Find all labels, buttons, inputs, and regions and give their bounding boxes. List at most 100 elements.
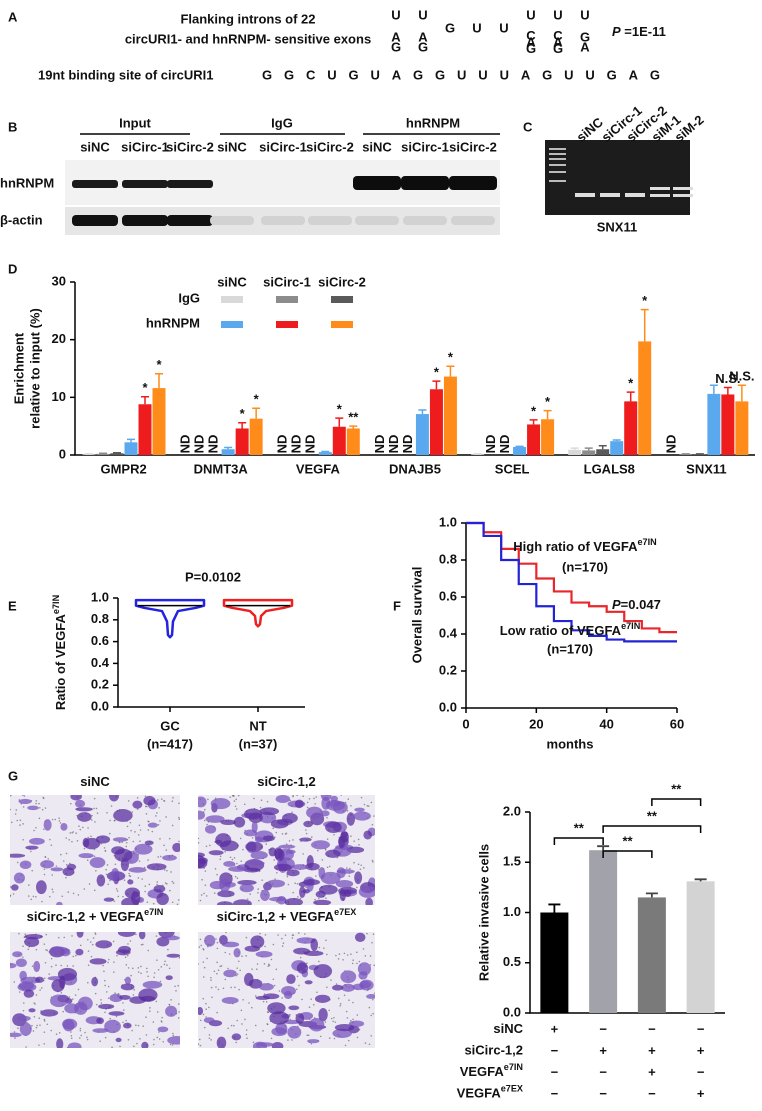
pore	[237, 795, 240, 797]
pore	[234, 986, 236, 989]
pore	[304, 933, 306, 935]
cell	[251, 820, 258, 834]
pore	[159, 820, 161, 822]
text-part: Ratio of VEGFA	[53, 613, 68, 710]
cell	[344, 889, 352, 898]
motif-letter: G	[418, 39, 428, 54]
pore	[239, 837, 242, 840]
pore	[325, 897, 327, 900]
pore	[214, 868, 217, 870]
pore	[93, 889, 96, 892]
pore	[100, 999, 102, 1001]
pore	[176, 903, 179, 905]
pore	[198, 842, 200, 844]
pore	[126, 825, 129, 828]
pore	[72, 965, 74, 967]
pore	[236, 1019, 239, 1022]
pore	[31, 1024, 33, 1027]
pore	[240, 1009, 243, 1012]
pore	[38, 1044, 40, 1046]
motif-letter: A	[526, 34, 536, 49]
pore	[147, 859, 149, 861]
legend-row: IgG	[178, 290, 200, 305]
pore	[330, 1017, 333, 1020]
pore	[198, 1043, 200, 1045]
pore	[348, 867, 351, 870]
pore	[87, 827, 89, 829]
pore	[163, 963, 166, 966]
cell	[18, 798, 32, 805]
pore	[58, 820, 61, 822]
pore	[55, 865, 58, 867]
pore	[157, 799, 159, 801]
row-label: hnRNPM	[0, 175, 54, 190]
motif-letter: A	[391, 29, 401, 44]
pore	[139, 1038, 141, 1040]
nd-label: ND	[483, 435, 498, 454]
pore	[219, 855, 222, 858]
significance: *	[628, 376, 634, 391]
pore	[294, 882, 297, 885]
pore	[115, 888, 118, 890]
pore	[75, 832, 77, 835]
bar	[596, 449, 610, 455]
cell	[89, 857, 106, 868]
pore	[72, 831, 75, 833]
pore	[51, 818, 54, 821]
pore	[202, 997, 205, 1000]
pore	[106, 864, 109, 866]
pore	[200, 894, 203, 896]
cell	[340, 970, 357, 984]
pore	[253, 797, 255, 800]
pore	[211, 996, 213, 999]
significance: **	[647, 808, 658, 823]
cell	[113, 809, 133, 822]
pore	[108, 832, 111, 835]
bracket	[602, 850, 653, 858]
cell	[270, 819, 289, 829]
pore	[370, 1034, 372, 1037]
pore	[317, 897, 320, 900]
bracket	[602, 825, 702, 833]
x-tick-label: 40	[599, 716, 613, 731]
pore	[292, 795, 294, 798]
cell	[143, 795, 156, 806]
error-bar	[113, 451, 121, 454]
pore	[352, 1001, 354, 1004]
cell	[131, 891, 141, 905]
cell	[233, 948, 241, 958]
pore	[23, 795, 26, 797]
pore	[91, 814, 93, 817]
pore	[281, 945, 284, 947]
pore	[256, 963, 259, 965]
significance: **	[348, 410, 359, 425]
axis	[117, 598, 305, 708]
pore	[171, 800, 174, 803]
pore	[136, 797, 139, 799]
condition-label: siNC	[493, 1021, 523, 1036]
pore	[286, 875, 289, 878]
pore	[241, 1023, 243, 1025]
pore	[22, 795, 24, 796]
cell	[299, 886, 306, 898]
cell	[354, 871, 363, 885]
pore	[83, 847, 86, 850]
pore	[372, 861, 374, 863]
micrograph	[198, 795, 375, 905]
pore	[38, 802, 40, 805]
pore	[18, 991, 21, 993]
pore	[75, 954, 77, 957]
error-bar	[626, 391, 635, 402]
cell	[325, 821, 342, 833]
pore	[79, 1027, 82, 1030]
cell	[56, 901, 63, 905]
cell	[75, 807, 93, 812]
pore	[255, 968, 258, 971]
pore	[151, 830, 154, 833]
legend-swatch	[221, 321, 243, 328]
pore	[234, 805, 237, 808]
pore	[310, 998, 312, 1000]
pore	[43, 1031, 46, 1033]
pore	[267, 965, 270, 967]
pore	[14, 1037, 16, 1039]
